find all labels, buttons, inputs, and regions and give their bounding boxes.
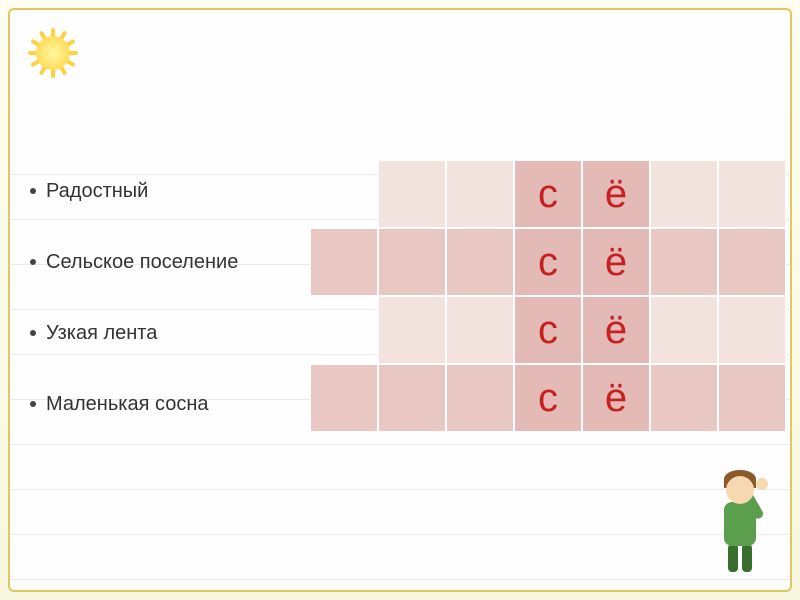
- crossword-cell: [378, 364, 446, 432]
- sun-icon: [18, 18, 88, 88]
- child-illustration: [700, 470, 780, 580]
- crossword-cell: [718, 160, 786, 228]
- crossword-cell: с: [514, 296, 582, 364]
- crossword-cell: [718, 296, 786, 364]
- crossword-cell: [378, 228, 446, 296]
- crossword-cell: [310, 228, 378, 296]
- crossword-row: сё: [310, 364, 786, 432]
- crossword-cell: ё: [582, 160, 650, 228]
- clue-item: Узкая лента: [30, 322, 310, 345]
- crossword-cell: [378, 160, 446, 228]
- crossword-cell: [650, 296, 718, 364]
- crossword-cell: [650, 228, 718, 296]
- crossword-cell: [718, 228, 786, 296]
- clue-text: Узкая лента: [46, 322, 157, 345]
- crossword-cell: [650, 160, 718, 228]
- bullet-icon: [30, 330, 36, 336]
- crossword-cell: ё: [582, 296, 650, 364]
- crossword-cell: [310, 160, 378, 228]
- crossword-row: сё: [310, 228, 786, 296]
- crossword-cell: ё: [582, 228, 650, 296]
- clue-item: Маленькая сосна: [30, 393, 310, 416]
- crossword-cell: [446, 228, 514, 296]
- clue-item: Радостный: [30, 180, 310, 203]
- crossword-cell: [310, 296, 378, 364]
- crossword-cell: [446, 364, 514, 432]
- clue-list: Радостный Сельское поселение Узкая лента…: [30, 160, 310, 464]
- crossword-area: сёсёсёсё: [310, 160, 770, 464]
- crossword-cell: [446, 160, 514, 228]
- crossword-cell: с: [514, 364, 582, 432]
- crossword-cell: [378, 296, 446, 364]
- bullet-icon: [30, 188, 36, 194]
- bullet-icon: [30, 259, 36, 265]
- bullet-icon: [30, 401, 36, 407]
- content-area: Радостный Сельское поселение Узкая лента…: [30, 160, 770, 464]
- clue-text: Маленькая сосна: [46, 393, 208, 416]
- crossword-cell: [650, 364, 718, 432]
- crossword-cell: с: [514, 160, 582, 228]
- crossword-grid: сёсёсёсё: [310, 160, 786, 432]
- clue-text: Радостный: [46, 180, 148, 203]
- crossword-row: сё: [310, 296, 786, 364]
- crossword-cell: с: [514, 228, 582, 296]
- crossword-cell: [718, 364, 786, 432]
- clue-text: Сельское поселение: [46, 251, 238, 274]
- crossword-cell: [310, 364, 378, 432]
- clue-item: Сельское поселение: [30, 251, 310, 274]
- crossword-cell: [446, 296, 514, 364]
- crossword-row: сё: [310, 160, 786, 228]
- crossword-cell: ё: [582, 364, 650, 432]
